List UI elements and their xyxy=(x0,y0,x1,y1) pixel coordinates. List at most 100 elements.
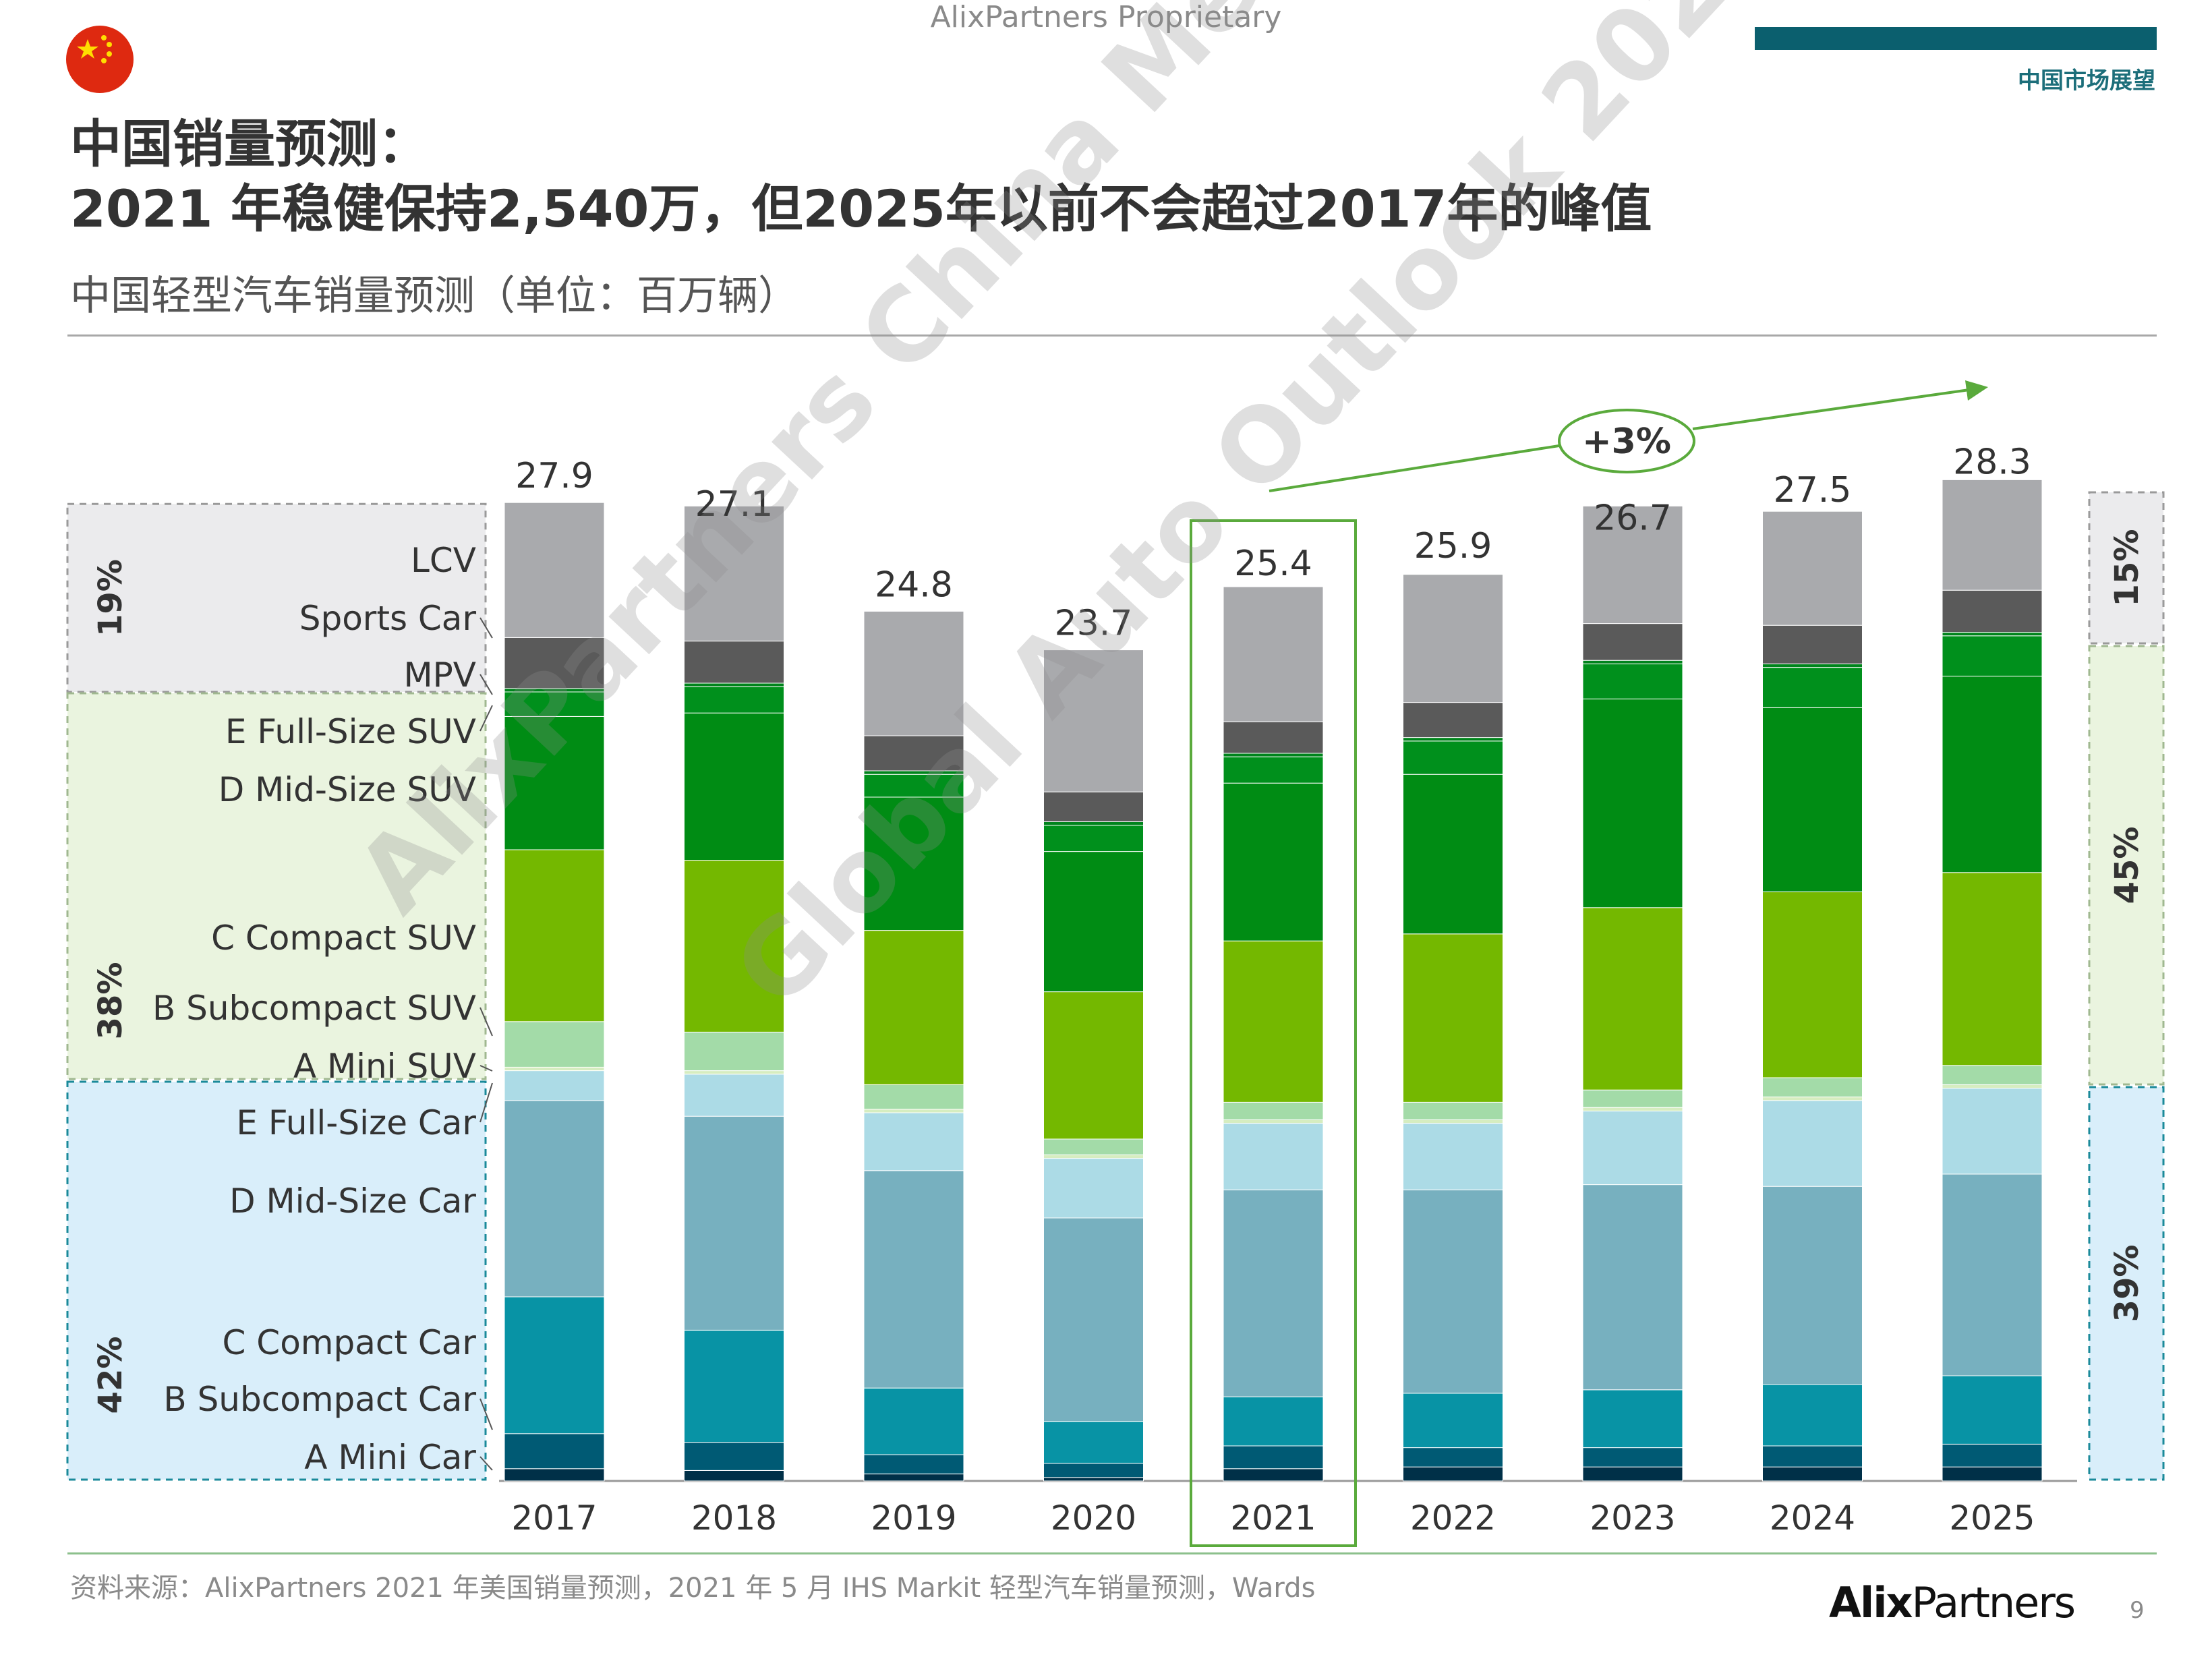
group-share-right: 39% xyxy=(2108,1245,2146,1322)
bar-segment xyxy=(1043,1154,1144,1159)
bar-segment xyxy=(1403,1466,1503,1482)
bar-segment xyxy=(863,796,964,931)
x-tick-label: 2025 xyxy=(1949,1498,2035,1538)
group-share-left: 38% xyxy=(92,962,129,1040)
bar-segment xyxy=(1223,1101,1324,1120)
bar-segment xyxy=(1403,1123,1503,1190)
group-share-right: 45% xyxy=(2108,827,2146,904)
legend-label: D Mid-Size Car xyxy=(229,1182,476,1221)
bar-total-label: 25.9 xyxy=(1414,526,1492,566)
bar-segment xyxy=(1762,667,1863,708)
group-box-right-suv xyxy=(2088,645,2165,1086)
bar-segment xyxy=(1043,791,1144,822)
legend-label: E Full-Size Car xyxy=(236,1103,476,1142)
bar-segment xyxy=(1582,1110,1683,1186)
bar-segment xyxy=(684,641,784,684)
bar-segment xyxy=(1762,1384,1863,1447)
group-box-left-suv xyxy=(66,692,487,1080)
group-share-right: 15% xyxy=(2108,529,2146,607)
legend-connector xyxy=(479,705,493,732)
bar-segment xyxy=(1582,1466,1683,1482)
company-logo: AlixPartners xyxy=(1829,1578,2076,1627)
legend-label: Sports Car xyxy=(299,599,477,638)
bar-segment xyxy=(1403,1393,1503,1449)
source-note: 资料来源：AlixPartners 2021 年美国销量预测，2021 年 5 … xyxy=(70,1573,1316,1604)
bar-segment xyxy=(863,1454,964,1475)
bar-segment xyxy=(1582,1107,1683,1111)
bar-segment xyxy=(1223,1123,1324,1190)
bar-segment xyxy=(1043,1158,1144,1219)
title-divider xyxy=(67,334,2157,337)
bar-segment xyxy=(863,1112,964,1171)
bar-segment xyxy=(1043,991,1144,1140)
x-tick-label: 2019 xyxy=(871,1498,956,1538)
bar-segment xyxy=(863,610,964,736)
x-tick-label: 2020 xyxy=(1051,1498,1136,1538)
legend-connector xyxy=(479,674,493,695)
bar-segment xyxy=(684,1074,784,1117)
growth-arrow-line-left xyxy=(1269,444,1564,492)
bar-segment xyxy=(1582,623,1683,661)
bar-total-label: 28.3 xyxy=(1953,442,2031,482)
bar-segment xyxy=(1403,740,1503,775)
x-tick-label: 2021 xyxy=(1230,1498,1316,1538)
legend-label: MPV xyxy=(404,656,477,695)
legend-connector xyxy=(479,617,493,639)
bar-segment xyxy=(1223,586,1324,722)
bar-segment xyxy=(504,502,605,638)
bar-segment xyxy=(863,930,964,1085)
group-share-left: 19% xyxy=(92,559,129,637)
legend-label: D Mid-Size SUV xyxy=(219,770,476,809)
bar-segment xyxy=(1223,940,1324,1103)
page-number: 9 xyxy=(2130,1597,2145,1624)
bar-segment xyxy=(1582,907,1683,1090)
bar-segment xyxy=(1942,1065,2043,1085)
bar-segment xyxy=(1582,698,1683,908)
bar-segment xyxy=(863,735,964,772)
bar-segment xyxy=(1403,702,1503,738)
x-tick-label: 2017 xyxy=(511,1498,597,1538)
bar-segment xyxy=(1043,1477,1144,1482)
bar-total-label: 26.7 xyxy=(1594,498,1672,539)
bar-segment xyxy=(504,1070,605,1101)
bar-segment xyxy=(684,1329,784,1443)
bar-segment xyxy=(1223,1445,1324,1469)
bar-segment xyxy=(504,716,605,850)
legend-label: E Full-Size SUV xyxy=(225,712,476,751)
logo-prefix: Alix xyxy=(1829,1578,1913,1627)
x-tick-label: 2018 xyxy=(691,1498,777,1538)
bar-total-label: 27.5 xyxy=(1774,470,1852,511)
bar-segment xyxy=(1403,574,1503,703)
bar-segment xyxy=(1762,707,1863,892)
group-box-right-lcv xyxy=(2088,491,2165,645)
bar-segment xyxy=(1942,1088,2043,1175)
bar-segment xyxy=(684,686,784,714)
bar-segment xyxy=(1223,756,1324,784)
bar-segment xyxy=(1942,635,2043,677)
bar-segment xyxy=(1582,1389,1683,1449)
bar-segment xyxy=(863,1109,964,1113)
bar-segment xyxy=(1403,1119,1503,1124)
bar-segment xyxy=(1043,821,1144,826)
bar-segment xyxy=(1762,511,1863,626)
bar-segment xyxy=(1942,1375,2043,1445)
section-label: 中国市场展望 xyxy=(2018,67,2155,94)
bar-segment xyxy=(863,774,964,798)
bar-segment xyxy=(684,1031,784,1072)
bar-segment xyxy=(684,682,784,687)
bar-segment xyxy=(1403,1101,1503,1120)
bar-segment xyxy=(1043,851,1144,993)
bar-segment xyxy=(1223,782,1324,941)
bar-segment xyxy=(684,712,784,861)
legend-label: C Compact SUV xyxy=(211,919,476,958)
bar-total-label: 24.8 xyxy=(875,564,953,605)
bar-segment xyxy=(1403,933,1503,1103)
bar-segment xyxy=(1223,1468,1324,1482)
bar-segment xyxy=(1942,1443,2043,1467)
highlight-box-2021 xyxy=(1190,519,1357,1547)
bar-segment xyxy=(1942,632,2043,637)
bar-segment xyxy=(504,1468,605,1482)
bar-segment xyxy=(1942,872,2043,1066)
bar-segment xyxy=(863,1170,964,1389)
legend-connector xyxy=(479,1082,493,1123)
